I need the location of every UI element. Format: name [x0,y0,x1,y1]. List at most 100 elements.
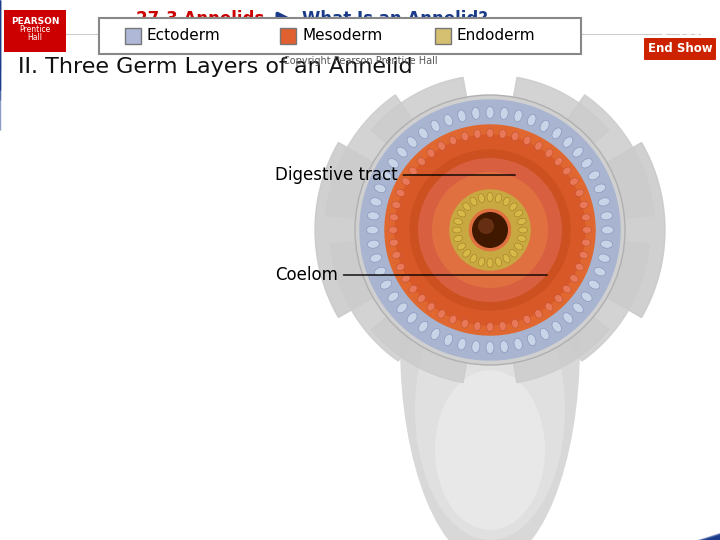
Ellipse shape [552,321,562,332]
Bar [280,28,296,44]
Ellipse shape [454,235,462,242]
Ellipse shape [570,275,578,282]
Text: PEARSON: PEARSON [11,17,59,25]
Ellipse shape [392,252,401,259]
Text: Ectoderm: Ectoderm [147,28,221,43]
Ellipse shape [563,313,573,323]
Ellipse shape [594,267,606,276]
Ellipse shape [474,322,481,330]
Ellipse shape [510,249,517,257]
Ellipse shape [514,243,523,250]
Ellipse shape [366,226,379,234]
Ellipse shape [495,258,502,266]
Ellipse shape [402,178,410,185]
Polygon shape [385,125,595,335]
Text: Digestive tract: Digestive tract [275,166,516,184]
Ellipse shape [367,212,379,220]
Polygon shape [395,135,585,325]
Ellipse shape [581,292,592,301]
Ellipse shape [582,214,590,221]
Circle shape [432,172,548,288]
Ellipse shape [499,322,506,330]
Polygon shape [315,143,377,318]
Ellipse shape [540,120,549,132]
Ellipse shape [397,303,408,313]
Ellipse shape [418,294,426,302]
Ellipse shape [380,280,392,289]
Ellipse shape [588,171,600,180]
Ellipse shape [514,110,522,122]
Ellipse shape [472,107,480,119]
Ellipse shape [514,210,523,217]
Circle shape [478,218,494,234]
Ellipse shape [518,235,526,242]
Ellipse shape [474,130,481,138]
Ellipse shape [392,201,401,208]
Ellipse shape [390,214,398,221]
Bar [125,28,141,44]
Ellipse shape [444,114,453,126]
Ellipse shape [374,267,386,276]
Text: End Show: End Show [648,43,712,56]
Text: Slide
3 of 36: Slide 3 of 36 [661,21,699,44]
Ellipse shape [400,125,580,540]
Ellipse shape [418,128,428,139]
Ellipse shape [487,259,493,267]
Ellipse shape [407,137,417,147]
Ellipse shape [518,218,526,225]
Ellipse shape [462,319,469,328]
Circle shape [472,212,508,248]
Ellipse shape [563,167,571,175]
Ellipse shape [486,106,494,118]
Ellipse shape [575,264,584,271]
Ellipse shape [495,194,502,202]
Ellipse shape [572,147,583,157]
Ellipse shape [438,141,445,150]
Polygon shape [564,241,649,361]
Ellipse shape [370,198,382,206]
Text: II. Three Germ Layers of an Annelid: II. Three Germ Layers of an Annelid [18,57,413,77]
Ellipse shape [396,264,405,271]
Text: What Is an Annelid?: What Is an Annelid? [302,10,488,28]
Ellipse shape [572,303,583,313]
Ellipse shape [454,218,462,225]
Ellipse shape [511,132,518,141]
Ellipse shape [462,132,469,141]
Ellipse shape [427,303,435,311]
Ellipse shape [535,141,542,150]
Ellipse shape [499,130,506,138]
Ellipse shape [580,201,588,208]
Ellipse shape [535,310,542,318]
Polygon shape [450,190,530,270]
Ellipse shape [540,328,549,340]
Ellipse shape [523,136,531,145]
Ellipse shape [580,252,588,259]
Ellipse shape [600,240,613,248]
Bar [4,10,66,52]
Ellipse shape [380,171,392,180]
Ellipse shape [418,321,428,332]
Polygon shape [372,314,467,383]
Ellipse shape [581,159,592,168]
Ellipse shape [545,149,553,157]
Polygon shape [425,165,555,295]
Polygon shape [410,150,570,310]
Ellipse shape [487,129,493,138]
Ellipse shape [486,341,494,354]
Ellipse shape [449,315,456,324]
Ellipse shape [511,319,518,328]
Ellipse shape [457,210,466,217]
Ellipse shape [389,226,397,233]
Ellipse shape [397,147,408,157]
Ellipse shape [472,341,480,353]
Polygon shape [701,534,720,540]
Polygon shape [372,77,467,146]
Ellipse shape [563,285,571,293]
Ellipse shape [601,226,613,234]
Ellipse shape [396,189,405,197]
Ellipse shape [563,137,573,147]
Polygon shape [438,178,542,282]
Ellipse shape [457,243,466,250]
Ellipse shape [527,114,536,126]
Ellipse shape [478,194,485,202]
